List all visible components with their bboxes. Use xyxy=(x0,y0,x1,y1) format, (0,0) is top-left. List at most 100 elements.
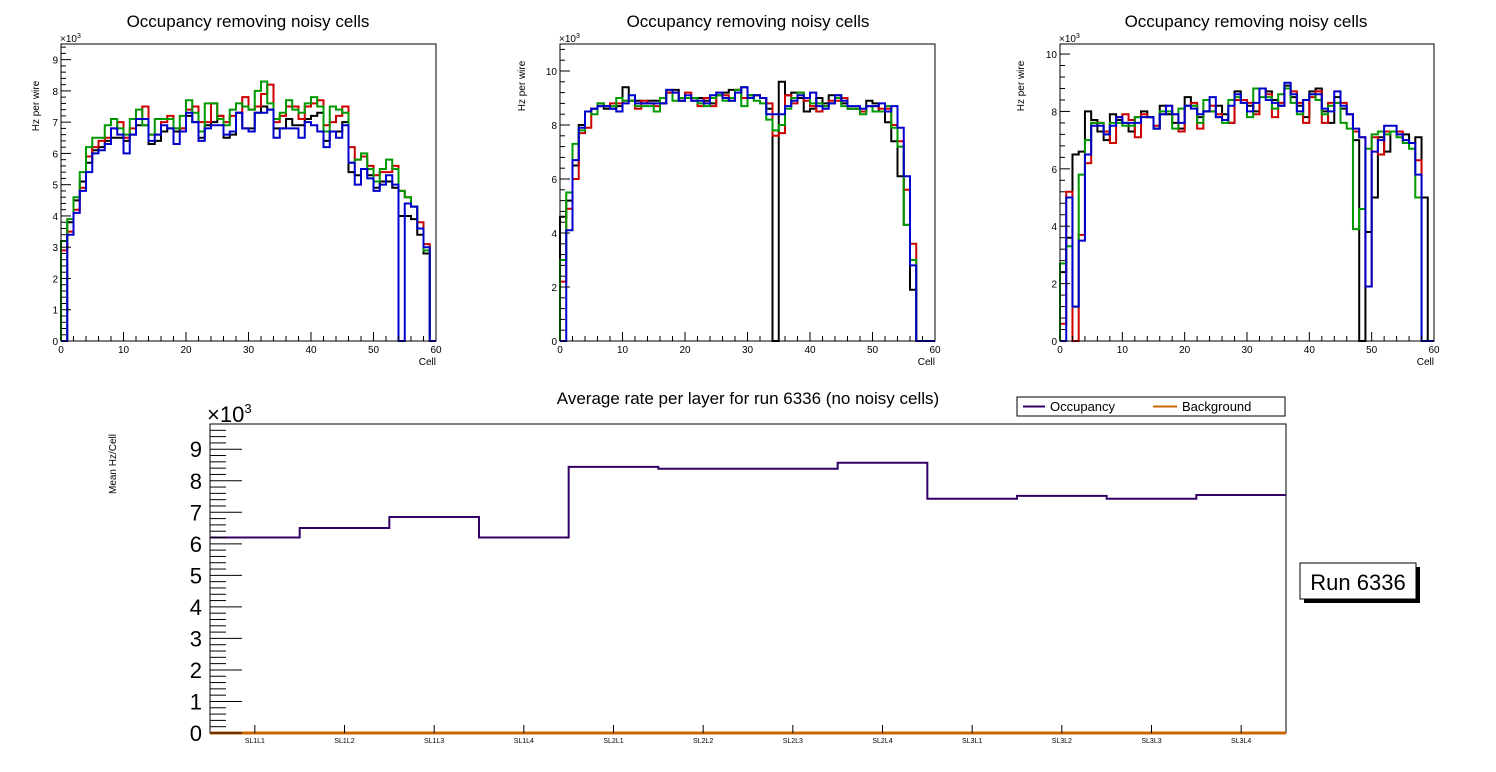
plot-4-ytick-label: 4 xyxy=(190,595,202,620)
plot-3-xtick-label: 50 xyxy=(1366,345,1378,356)
plot-4-frame xyxy=(209,423,1287,734)
plot-2-ytick-label: 4 xyxy=(551,229,557,240)
plot-3-xtick-label: 0 xyxy=(1057,345,1063,356)
plot-2-xtick-label: 60 xyxy=(929,345,941,356)
plot-3-ytick-label: 8 xyxy=(1051,107,1057,118)
plot-4-ytick-label: 6 xyxy=(190,532,202,557)
plot-4-ytick-label: 8 xyxy=(190,469,202,494)
plot-3-ylabel: Hz per wire xyxy=(1016,60,1027,111)
plot-4-xtick-label: SL2L2 xyxy=(693,738,713,745)
plot-2-series-layer-4 xyxy=(560,86,935,342)
run-annotation-text: Run 6336 xyxy=(1310,570,1405,595)
plot-1-frame xyxy=(60,43,437,342)
plot-1-xtick-label: 0 xyxy=(58,345,64,356)
plot-3-ytick-label: 10 xyxy=(1046,50,1058,61)
plot-2-xtick-label: 0 xyxy=(557,345,563,356)
plot-1-xlabel: Cell xyxy=(419,357,436,368)
plot-4-series-occupancy xyxy=(210,461,1286,539)
plot-3-xtick-label: 40 xyxy=(1304,345,1316,356)
plot-2-xtick-label: 10 xyxy=(617,345,629,356)
plot-4-xtick-label: SL1L2 xyxy=(334,738,354,745)
plot-2-ytick-label: 8 xyxy=(551,121,557,132)
plot-2-xtick-label: 30 xyxy=(742,345,754,356)
plot-1-ytick-label: 5 xyxy=(52,181,58,192)
plot-2-ytick-label: 0 xyxy=(551,337,557,348)
plot-3-title: Occupancy removing noisy cells xyxy=(1125,12,1368,31)
plot-1: Occupancy removing noisy cells Hz per wi… xyxy=(31,12,442,368)
plot-1-ytick-label: 0 xyxy=(52,337,58,348)
plot-4-xtick-label: SL2L1 xyxy=(603,738,623,745)
plot-1-xtick-label: 40 xyxy=(305,345,317,356)
plot-3-ytick-label: 4 xyxy=(1051,222,1057,233)
plot-1-series-layer-3 xyxy=(60,80,436,342)
plot-4-ytick-label: 1 xyxy=(190,689,202,714)
plot-4-xtick-label: SL2L4 xyxy=(872,738,892,745)
plot-layer-average: Average rate per layer for run 6336 (no … xyxy=(108,389,1420,746)
plot-4-xtick-label: SL3L2 xyxy=(1052,738,1072,745)
plot-4-xtick-label: SL1L4 xyxy=(514,738,534,745)
plot-2-series-layer-2 xyxy=(559,88,935,342)
plot-2-ytick-label: 6 xyxy=(551,175,557,186)
plot-2-xtick-label: 40 xyxy=(804,345,816,356)
plot-2-xlabel: Cell xyxy=(918,357,935,368)
plot-4-ytick-label: 3 xyxy=(190,626,202,651)
plot-2-series-layer-3 xyxy=(559,88,935,342)
plot-3-xtick-label: 20 xyxy=(1179,345,1191,356)
plot-1-series-layer-1 xyxy=(61,105,436,342)
plot-2: Occupancy removing noisy cells Hz per wi… xyxy=(517,12,941,368)
plot-1-ytick-label: 8 xyxy=(52,87,58,98)
plot-4-xtick-label: SL3L3 xyxy=(1141,738,1161,745)
legend-background-label: Background xyxy=(1182,399,1251,414)
legend-box xyxy=(1016,396,1286,417)
plot-1-ytick-label: 1 xyxy=(52,306,58,317)
plot-4-xtick-label: SL2L3 xyxy=(783,738,803,745)
plot-2-series-layer-1 xyxy=(559,80,935,342)
plot-1-ytick-label: 4 xyxy=(52,212,58,223)
plot-4-ytick-label: 5 xyxy=(190,563,202,588)
plot-2-xtick-label: 50 xyxy=(867,345,879,356)
plot-4-multiplier: ×103 xyxy=(207,401,252,427)
plot-3: Occupancy removing noisy cells Hz per wi… xyxy=(1016,12,1440,368)
plot-2-xtick-label: 20 xyxy=(679,345,691,356)
plot-1-title: Occupancy removing noisy cells xyxy=(127,12,370,31)
plot-1-ytick-label: 2 xyxy=(52,274,58,285)
plot-4-ytick-label: 2 xyxy=(190,658,202,683)
plot-4-ytick-label: 9 xyxy=(190,437,202,462)
legend: Occupancy Background xyxy=(1016,396,1286,417)
plot-2-ytick-label: 2 xyxy=(551,283,557,294)
plot-4-xtick-label: SL3L4 xyxy=(1231,738,1251,745)
run-annotation-box xyxy=(1299,562,1417,600)
plot-2-multiplier: ×103 xyxy=(559,33,580,45)
plot-1-ytick-label: 6 xyxy=(52,149,58,160)
plot-4-xtick-label: SL1L1 xyxy=(245,738,265,745)
legend-occupancy-label: Occupancy xyxy=(1050,399,1116,414)
plot-4-xtick-label: SL1L3 xyxy=(424,738,444,745)
plot-3-xtick-label: 60 xyxy=(1428,345,1440,356)
plot-3-series-layer-4 xyxy=(1060,81,1434,342)
plot-2-ytick-label: 10 xyxy=(546,67,558,78)
plot-1-series-layer-2 xyxy=(60,83,436,342)
plot-1-multiplier: ×103 xyxy=(60,33,81,45)
plot-2-title: Occupancy removing noisy cells xyxy=(627,12,870,31)
plot-4-ylabel: Mean Hz/Cell xyxy=(108,434,119,494)
plot-1-series-layer-4 xyxy=(61,108,436,342)
plot-3-ytick-label: 6 xyxy=(1051,165,1057,176)
plot-3-ytick-label: 0 xyxy=(1051,337,1057,348)
plot-1-xtick-label: 10 xyxy=(118,345,130,356)
plot-3-xtick-label: 10 xyxy=(1117,345,1129,356)
plot-1-ytick-label: 7 xyxy=(52,118,58,129)
plot-4-ytick-label: 7 xyxy=(190,500,202,525)
plot-4-title: Average rate per layer for run 6336 (no … xyxy=(557,389,939,408)
plot-3-ytick-label: 2 xyxy=(1051,280,1057,291)
plot-1-ytick-label: 3 xyxy=(52,243,58,254)
plot-1-ytick-label: 9 xyxy=(52,56,58,67)
plot-4-ytick-label: 0 xyxy=(190,721,202,746)
plot-1-ylabel: Hz per wire xyxy=(31,80,42,131)
plot-1-xtick-label: 50 xyxy=(368,345,380,356)
plot-1-xtick-label: 30 xyxy=(243,345,255,356)
plot-1-xtick-label: 20 xyxy=(180,345,192,356)
plot-2-ylabel: Hz per wire xyxy=(517,60,528,111)
plot-4-xtick-label: SL3L1 xyxy=(962,738,982,745)
plot-1-xtick-label: 60 xyxy=(430,345,442,356)
